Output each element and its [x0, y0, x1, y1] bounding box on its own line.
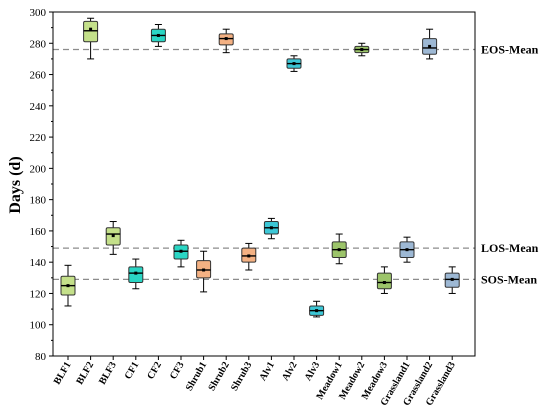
box-series: [60, 17, 460, 318]
mean-marker: [179, 249, 183, 253]
x-tick-label-Shrub2: Shrub2: [206, 360, 231, 393]
mean-marker: [405, 248, 409, 252]
box-Shrub3: [241, 242, 257, 271]
box-Meadow2: [354, 42, 370, 57]
x-tick-label-Shrub3: Shrub3: [229, 360, 254, 393]
box-BLF2: [83, 17, 99, 60]
x-tick-label-BLF1: BLF1: [52, 360, 74, 387]
x-tick-label-CF3: CF3: [168, 360, 187, 381]
box-Meadow1: [331, 233, 347, 265]
box-Alv1: [263, 217, 279, 240]
mean-marker: [269, 226, 273, 230]
y-tick-label: 100: [30, 320, 47, 332]
box-Grassland3: [444, 266, 460, 294]
mean-marker: [111, 234, 115, 238]
box-body: [83, 20, 99, 43]
mean-marker: [292, 62, 296, 66]
mean-marker: [247, 254, 251, 258]
box-Grassland1: [399, 236, 415, 263]
box-BLF3: [105, 221, 121, 255]
y-tick-label: 300: [30, 7, 47, 19]
mean-marker: [89, 27, 93, 31]
x-tick-label-Alv1: Alv1: [257, 360, 277, 383]
x-tick-label-Alv3: Alv3: [303, 360, 323, 383]
reference-line-label-1: LOS-Mean: [481, 241, 539, 255]
x-tick-label-CF1: CF1: [123, 360, 142, 381]
mean-marker: [202, 268, 206, 272]
mean-marker: [315, 309, 319, 313]
box-CF1: [128, 258, 144, 290]
y-tick-label: 180: [30, 195, 47, 207]
x-tick-label-BLF3: BLF3: [97, 360, 119, 387]
y-tick-label: 280: [30, 38, 47, 50]
y-tick-label: 80: [35, 351, 47, 363]
reference-line-label-0: EOS-Mean: [481, 43, 539, 57]
x-tick-label-Alv2: Alv2: [280, 360, 300, 383]
x-tick-label-Shrub1: Shrub1: [184, 360, 209, 393]
y-tick-label: 140: [30, 257, 47, 269]
y-axis-ticks: 80 100 120 140 160 180 200 220 240 260 280 300: [30, 7, 53, 363]
y-tick-label: 120: [30, 288, 47, 300]
reference-lines: EOS-Mean LOS-Mean SOS-Mean: [53, 43, 539, 286]
box-CF3: [173, 239, 189, 268]
box-CF2: [150, 24, 166, 47]
mean-marker: [360, 48, 364, 52]
box-Grassland2: [422, 28, 438, 60]
box-Shrub1: [196, 250, 212, 293]
box-body: [376, 272, 392, 290]
mean-marker: [428, 44, 432, 48]
x-tick-label-BLF2: BLF2: [74, 360, 96, 387]
y-tick-label: 200: [30, 163, 47, 175]
y-tick-label: 240: [30, 101, 47, 113]
y-tick-label: 260: [30, 70, 47, 82]
box-Alv3: [309, 300, 325, 318]
box-Meadow3: [376, 266, 392, 294]
mean-marker: [450, 277, 454, 281]
box-Shrub2: [218, 28, 234, 54]
mean-marker: [156, 33, 160, 37]
axes: [52, 11, 476, 357]
y-tick-label: 220: [30, 132, 47, 144]
box-body: [128, 266, 144, 284]
mean-marker: [134, 271, 138, 275]
box-Alv2: [286, 55, 302, 72]
mean-marker: [382, 281, 386, 285]
y-tick-label: 160: [30, 226, 47, 238]
box-BLF1: [60, 264, 76, 307]
x-tick-label-CF2: CF2: [145, 360, 164, 381]
mean-marker: [66, 284, 70, 288]
y-axis-title: Days (d): [7, 156, 24, 213]
mean-marker: [224, 37, 228, 41]
reference-line-label-2: SOS-Mean: [481, 272, 537, 286]
plot-frame: [52, 11, 476, 357]
mean-marker: [337, 248, 341, 252]
